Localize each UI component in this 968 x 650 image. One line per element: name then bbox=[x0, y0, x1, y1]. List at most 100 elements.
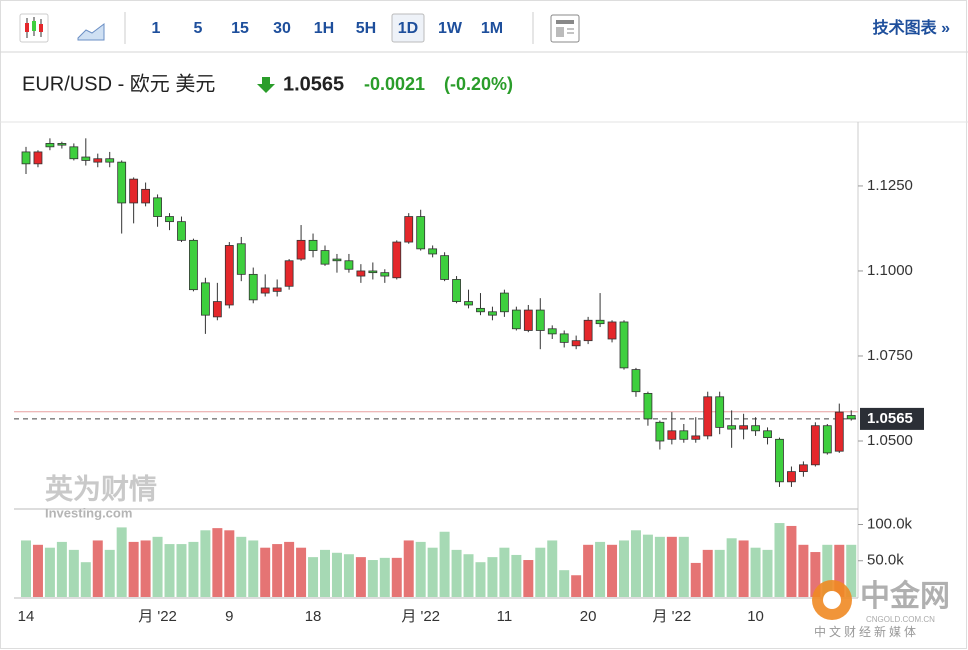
volume-bar bbox=[128, 541, 139, 597]
volume-bar bbox=[595, 541, 606, 597]
volume-bar bbox=[44, 547, 55, 597]
volume-bar bbox=[583, 544, 594, 597]
volume-bar bbox=[607, 544, 618, 597]
volume-bar bbox=[308, 557, 319, 597]
v-tick-label: 100.0k bbox=[867, 515, 913, 532]
change: -0.0021 bbox=[364, 74, 425, 94]
volume-bar bbox=[152, 536, 163, 597]
candle-body bbox=[464, 301, 473, 306]
candle-body bbox=[165, 216, 174, 223]
last-price-label: 1.0565 bbox=[867, 410, 913, 427]
candle-body bbox=[200, 282, 210, 316]
candle-body bbox=[846, 415, 856, 420]
volume-bar bbox=[355, 557, 366, 597]
interval-button[interactable]: 1 bbox=[152, 20, 161, 37]
x-tick-label: 20 bbox=[580, 608, 597, 625]
candle-body bbox=[69, 146, 79, 160]
volume-bar bbox=[475, 562, 486, 597]
candle-body bbox=[655, 421, 665, 442]
volume-bar bbox=[260, 547, 271, 597]
volume-bar bbox=[678, 536, 689, 597]
interval-button[interactable]: 1W bbox=[438, 20, 463, 37]
volume-bar bbox=[379, 557, 390, 597]
volume-bar bbox=[68, 549, 79, 597]
volume-bar bbox=[284, 541, 295, 597]
volume-bar bbox=[750, 547, 761, 597]
candle-body bbox=[81, 156, 91, 161]
volume-bar bbox=[451, 549, 462, 597]
logo-text: 中金网 bbox=[860, 579, 950, 613]
x-tick-label: 月 '22 bbox=[652, 608, 691, 625]
volume-bar bbox=[834, 544, 845, 597]
volume-bar bbox=[846, 544, 857, 597]
candle-body bbox=[308, 239, 318, 251]
interval-button[interactable]: 5H bbox=[356, 20, 376, 37]
candle-body bbox=[834, 411, 844, 452]
volume-bar bbox=[726, 538, 737, 597]
x-tick-label: 月 '22 bbox=[401, 608, 440, 625]
candle-body bbox=[631, 369, 641, 393]
volume-bar bbox=[116, 527, 127, 597]
volume-bar bbox=[32, 544, 43, 597]
volume-bar bbox=[798, 544, 809, 597]
candle-icon[interactable] bbox=[19, 13, 49, 43]
volume-bar bbox=[21, 540, 31, 597]
candle-body bbox=[787, 471, 796, 483]
volume-bar bbox=[762, 549, 773, 597]
volume-bar bbox=[403, 540, 414, 597]
volume-bar bbox=[92, 540, 103, 597]
x-tick-label: 14 bbox=[18, 608, 35, 625]
logo-tagline: 中文财经新媒体 bbox=[814, 624, 919, 639]
y-tick-label: 1.1250 bbox=[867, 177, 913, 194]
candle-body bbox=[224, 245, 234, 306]
x-tick-label: 18 bbox=[305, 608, 322, 625]
volume-bar bbox=[272, 544, 283, 597]
volume-bar bbox=[774, 523, 785, 597]
candle-body bbox=[392, 241, 402, 279]
candle-body bbox=[511, 309, 521, 330]
volume-bar bbox=[523, 560, 534, 597]
interval-button[interactable]: 15 bbox=[231, 20, 249, 37]
volume-bar bbox=[140, 540, 151, 597]
candle-body bbox=[368, 270, 378, 274]
interval-button[interactable]: 30 bbox=[273, 20, 291, 37]
volume-bar bbox=[738, 540, 749, 597]
candle-body bbox=[416, 216, 426, 250]
layout-icon[interactable] bbox=[550, 14, 580, 43]
line-icon[interactable] bbox=[77, 23, 105, 41]
candle-body bbox=[452, 279, 461, 302]
logo-mark-inner bbox=[823, 591, 841, 609]
candle-body bbox=[248, 273, 258, 301]
candle-body bbox=[177, 221, 186, 241]
volume-bar bbox=[104, 549, 115, 597]
volume-bar bbox=[164, 544, 175, 597]
volume-bar bbox=[571, 575, 582, 597]
volume-bar bbox=[212, 528, 223, 597]
y-tick-label: 1.1000 bbox=[867, 262, 913, 279]
tech-chart-link[interactable]: 技术图表 » bbox=[873, 18, 950, 37]
volume-bar bbox=[248, 540, 259, 597]
interval-button[interactable]: 1D bbox=[398, 20, 418, 37]
candle-body bbox=[691, 435, 701, 440]
interval-button[interactable]: 1H bbox=[314, 20, 334, 37]
x-tick-label: 10 bbox=[747, 608, 764, 625]
volume-bar bbox=[666, 536, 677, 597]
candle-body bbox=[571, 340, 581, 347]
candle-body bbox=[547, 328, 557, 335]
volume-bar bbox=[296, 547, 307, 597]
candle-body bbox=[535, 309, 545, 331]
candle-body bbox=[667, 430, 677, 440]
candle-body bbox=[57, 143, 67, 146]
interval-button[interactable]: 5 bbox=[194, 20, 203, 37]
volume-bar bbox=[463, 554, 474, 597]
candle-body bbox=[284, 260, 294, 287]
volume-bar bbox=[654, 536, 665, 597]
candle-body bbox=[236, 243, 246, 275]
candle-body bbox=[117, 161, 127, 204]
interval-button[interactable]: 1M bbox=[481, 20, 503, 37]
volume-bar bbox=[56, 541, 67, 597]
candle-body bbox=[799, 464, 808, 473]
candle-body bbox=[260, 287, 270, 294]
volume-bar bbox=[690, 562, 701, 597]
candle-body bbox=[822, 425, 832, 454]
